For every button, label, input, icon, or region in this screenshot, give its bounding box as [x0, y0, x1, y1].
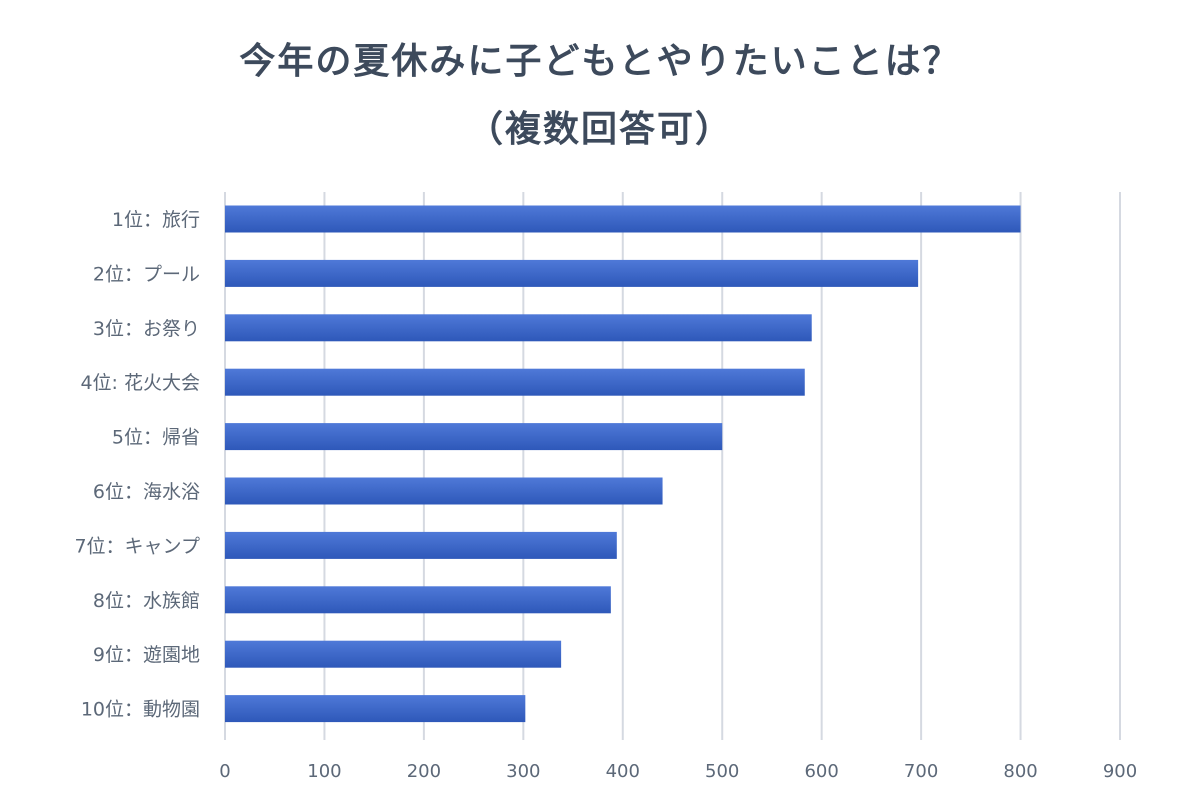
category-labels: 1位：旅行 2位：プール 3位：お祭り 4位: 花火大会 5位：帰省 6位：海水浴 7位：キ…	[74, 209, 200, 721]
category-label: 1位：旅行	[112, 209, 200, 231]
bar-9	[225, 640, 562, 668]
category-label: 6位：海水浴	[93, 481, 200, 503]
bar-5	[225, 423, 723, 451]
chart-title: 今年の夏休みに子どもとやりたいことは？	[239, 41, 961, 82]
category-label: 5位：帰省	[112, 427, 200, 449]
x-tick-label: 900	[1103, 761, 1137, 782]
bar-7	[225, 531, 617, 559]
category-label: 4位: 花火大会	[80, 372, 200, 394]
x-tick-label: 100	[307, 761, 341, 782]
x-tick-labels: 0 100 200 300 400 500 600 700 800 900	[219, 761, 1137, 782]
category-label: 7位：キャンプ	[74, 535, 200, 557]
bar-4	[225, 368, 805, 396]
bar-10	[225, 695, 526, 723]
bars	[225, 205, 1021, 723]
bar-3	[225, 314, 812, 342]
x-tick-label: 500	[705, 761, 739, 782]
category-label: 2位：プール	[93, 263, 200, 285]
x-tick-label: 200	[407, 761, 441, 782]
category-label: 3位：お祭り	[93, 318, 200, 340]
category-label: 9位：遊園地	[93, 644, 200, 666]
x-tick-label: 600	[804, 761, 838, 782]
bar-6	[225, 477, 663, 505]
category-label: 10位：動物園	[81, 699, 200, 721]
x-tick-label: 400	[606, 761, 640, 782]
x-tick-label: 700	[904, 761, 938, 782]
category-label: 8位：水族館	[93, 590, 200, 612]
x-tick-label: 0	[219, 761, 230, 782]
bar-8	[225, 586, 611, 614]
bar-2	[225, 259, 919, 287]
x-tick-label: 800	[1003, 761, 1037, 782]
x-tick-label: 300	[506, 761, 540, 782]
bar-1	[225, 205, 1021, 233]
chart-subtitle: （複数回答可）	[466, 109, 733, 150]
